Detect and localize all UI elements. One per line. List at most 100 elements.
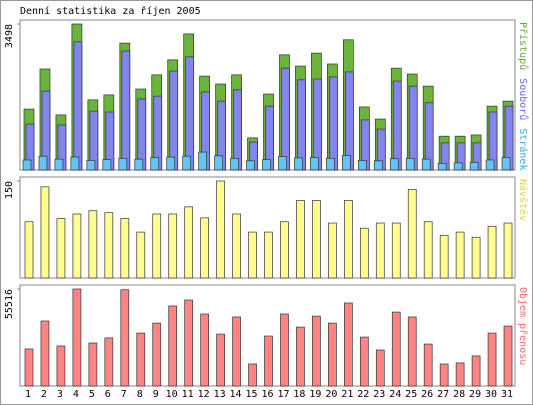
x-tick-label: 11 [182,389,194,400]
legend: Návštěv [517,179,529,221]
bar [216,333,225,387]
bar [328,222,337,279]
bar [136,231,146,279]
legend-entry: Přístupů [517,22,529,70]
bar [72,213,82,279]
bar [136,332,146,387]
bar [232,316,241,387]
bar [423,221,433,279]
bar [104,337,114,387]
y-tick-label: 55516 [4,289,15,319]
bar [230,157,239,171]
bar [246,160,255,171]
bar [73,41,83,171]
bar [200,313,209,387]
legend-entry: Souborů [517,78,529,120]
x-tick-label: 15 [246,389,258,400]
bar [357,160,367,171]
x-tick-label: 21 [341,389,353,400]
bar [168,305,178,387]
bar [40,320,50,387]
x-tick-label: 8 [137,389,143,400]
x-tick-label: 31 [501,389,513,400]
bar [407,189,417,279]
x-tick-label: 26 [421,389,433,400]
bar [359,336,369,387]
bar [104,212,114,279]
bar [328,322,337,387]
bar [200,217,209,279]
bar [121,50,131,171]
x-tick-label: 13 [214,389,226,400]
bar [389,158,399,171]
x-tick-label: 12 [198,389,210,400]
bar [184,206,194,279]
bar [342,155,351,171]
bar [118,157,128,171]
legend: Objem přenosu [517,287,529,365]
bar [313,78,322,171]
bar [375,349,385,387]
bar [169,70,179,171]
bar [408,85,418,171]
x-tick-label: 28 [453,389,465,400]
bar [344,200,353,279]
bar [232,213,241,279]
bar [280,313,289,387]
bar [278,156,287,171]
x-tick-label: 9 [153,389,159,400]
legend-entry: Objem přenosu [517,287,529,365]
bar [471,355,481,387]
x-tick-label: 20 [325,389,337,400]
bar [487,225,497,279]
bar [264,231,273,279]
bar [455,231,465,279]
bar [501,157,511,171]
bar [375,222,385,279]
bar [453,162,463,171]
bar [421,158,431,171]
x-tick-label: 7 [121,389,127,400]
bar [72,288,82,387]
bar [88,210,98,279]
bar [88,342,98,387]
bar [56,218,66,279]
bar [70,156,80,171]
bar [168,213,178,279]
bar [344,302,353,387]
bar [469,162,479,171]
bar [312,200,321,279]
x-tick-label: 6 [105,389,111,400]
bar [326,157,335,171]
bar [487,332,497,387]
bar [24,221,34,279]
x-tick-label: 5 [89,389,95,400]
bar [134,158,144,171]
bar [391,311,401,387]
bar [152,213,162,279]
bar [503,222,513,279]
x-tick-label: 3 [57,389,63,400]
bar [439,363,449,387]
x-tick-label: 30 [485,389,497,400]
x-tick-label: 10 [166,389,178,400]
bar [214,155,223,171]
bar [102,159,112,171]
bar [359,227,369,279]
x-tick-label: 24 [389,389,401,400]
bar [391,222,401,279]
x-tick-label: 23 [373,389,385,400]
bar [152,322,162,387]
x-tick-label: 27 [437,389,449,400]
y-tick-label: 3498 [4,24,15,48]
bar [150,157,160,171]
bar [280,221,289,279]
bar [405,157,415,171]
bar [407,316,417,387]
x-tick-label: 19 [309,389,321,400]
x-tick-label: 18 [293,389,305,400]
bar [485,159,495,171]
bar [439,234,449,279]
chart-title: Denní statistika za říjen 2005 [20,5,201,17]
bar [310,157,319,171]
